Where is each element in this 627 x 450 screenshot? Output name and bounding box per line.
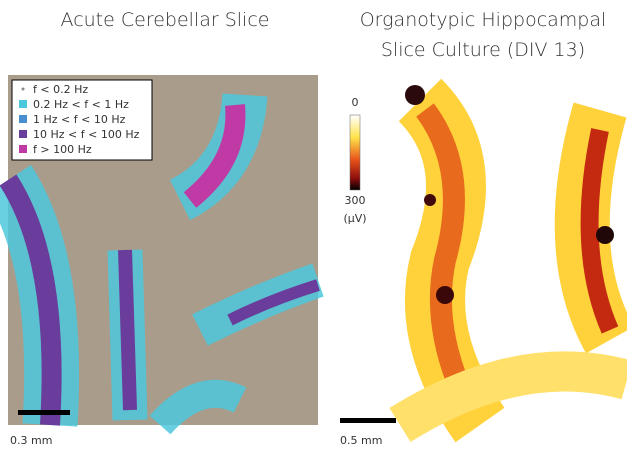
panel-title: Slice Culture (DIV 13) — [381, 39, 585, 61]
scale-bar-label: 0.5 mm — [340, 434, 382, 447]
legend-label: 1 Hz < f < 10 Hz — [33, 113, 126, 126]
colorbar-max: 300 — [345, 194, 366, 207]
legend-label: 0.2 Hz < f < 1 Hz — [33, 98, 129, 111]
legend-swatch — [19, 100, 27, 108]
legend-swatch — [19, 145, 27, 153]
hippocampal-image — [333, 72, 627, 425]
figure: Acute Cerebellar Slice Organotypic Hippo… — [0, 0, 627, 450]
legend-label: 10 Hz < f < 100 Hz — [33, 128, 140, 141]
legend-label: f > 100 Hz — [33, 143, 92, 156]
panel-title: Organotypic Hippocampal — [360, 9, 607, 31]
colorbar-min: 0 — [352, 96, 359, 109]
legend-swatch — [19, 130, 27, 138]
legend-swatch — [22, 88, 25, 91]
legend-label: f < 0.2 Hz — [33, 83, 88, 96]
scale-bar-label: 0.3 mm — [10, 434, 52, 447]
legend-swatch — [19, 115, 27, 123]
colorbar-unit: (µV) — [343, 212, 366, 225]
panel-title: Acute Cerebellar Slice — [61, 9, 270, 31]
